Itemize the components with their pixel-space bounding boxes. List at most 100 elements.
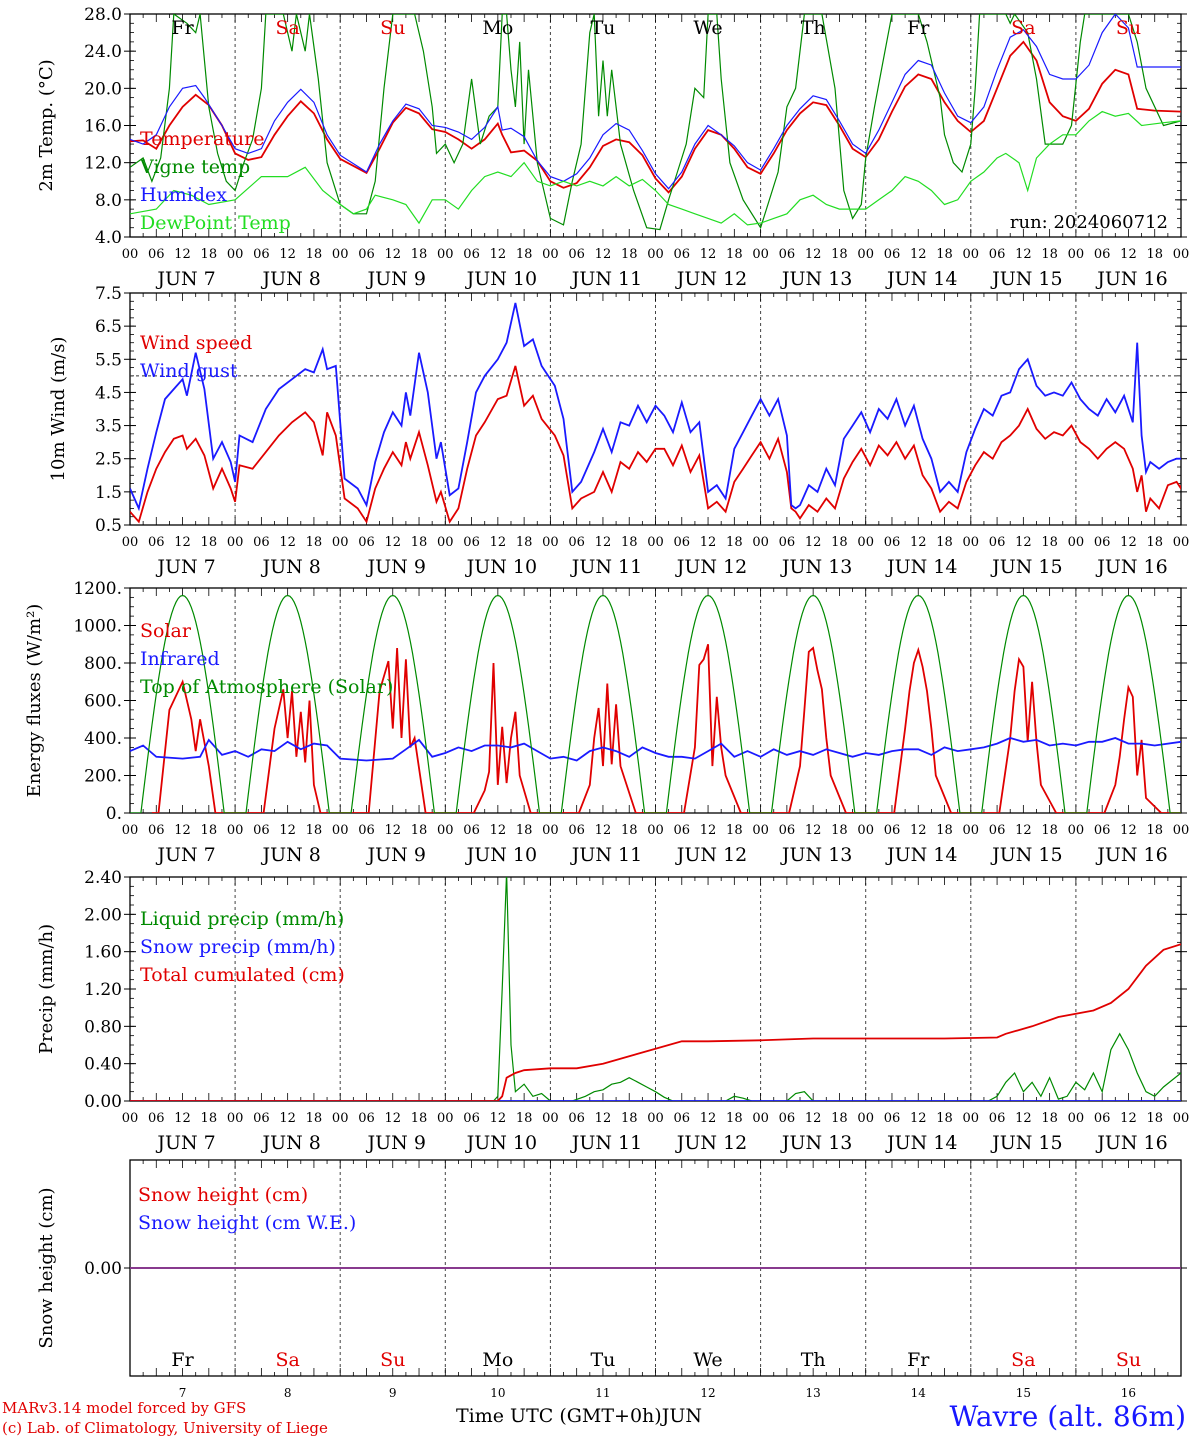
hour-tick-label: 12 xyxy=(910,1111,927,1126)
hour-tick-label: 06 xyxy=(148,247,165,262)
hour-tick-label: 18 xyxy=(1041,1111,1058,1126)
hour-tick-label: 00 xyxy=(437,535,454,550)
hour-tick-label: 00 xyxy=(437,247,454,262)
hour-tick-label: 18 xyxy=(936,823,953,838)
hour-tick-label: 18 xyxy=(306,823,323,838)
hour-tick-label: 06 xyxy=(253,535,270,550)
series-vigne-temp xyxy=(130,14,1181,231)
y-tick-label: 800. xyxy=(84,654,122,674)
hour-tick-label: 12 xyxy=(490,247,507,262)
hour-tick-label: 18 xyxy=(516,1111,533,1126)
hour-tick-label: 06 xyxy=(674,1111,691,1126)
date-label: JUN 8 xyxy=(260,844,320,866)
hour-tick-label: 06 xyxy=(568,1111,585,1126)
y-tick-label: 24.0 xyxy=(84,42,122,62)
hour-tick-label: 12 xyxy=(384,1111,401,1126)
hour-tick-label: 12 xyxy=(910,823,927,838)
date-label: JUN 15 xyxy=(990,268,1062,290)
hour-tick-label: 06 xyxy=(148,1111,165,1126)
hour-tick-label: 18 xyxy=(1146,535,1163,550)
lab-credit: (c) Lab. of Climatology, University of L… xyxy=(2,1419,328,1437)
weekday-label: Th xyxy=(801,17,826,39)
hour-tick-label: 12 xyxy=(595,247,612,262)
day-number-label: 12 xyxy=(700,1386,715,1400)
date-label: JUN 8 xyxy=(260,1132,320,1154)
hour-tick-label: 06 xyxy=(568,535,585,550)
weekday-label: Sa xyxy=(1011,17,1035,39)
y-tick-label: 16.0 xyxy=(84,117,122,137)
date-label: JUN 16 xyxy=(1095,844,1167,866)
hour-tick-label: 18 xyxy=(201,535,218,550)
y-tick-label: 1.20 xyxy=(84,980,122,1000)
y-tick-label: 0.40 xyxy=(84,1055,122,1075)
date-label: JUN 9 xyxy=(366,556,426,578)
hour-tick-label: 00 xyxy=(542,1111,559,1126)
y-tick-label: 2.00 xyxy=(84,905,122,925)
x-axis-title: Time UTC (GMT+0h)JUN xyxy=(456,1405,702,1427)
date-label: JUN 14 xyxy=(885,1132,957,1154)
hour-tick-label: 06 xyxy=(989,823,1006,838)
y-tick-label: 28.0 xyxy=(84,5,122,25)
hour-tick-label: 12 xyxy=(384,247,401,262)
hour-tick-label: 06 xyxy=(1094,535,1111,550)
y-tick-label: 3.5 xyxy=(95,417,122,437)
hour-tick-label: 12 xyxy=(910,247,927,262)
hour-tick-label: 18 xyxy=(726,823,743,838)
hour-tick-label: 00 xyxy=(1173,1111,1190,1126)
hour-tick-label: 06 xyxy=(779,247,796,262)
legend-entry: Humidex xyxy=(140,184,227,206)
y-tick-label: 200. xyxy=(84,767,122,787)
date-label: JUN 13 xyxy=(780,844,852,866)
hour-tick-label: 00 xyxy=(752,1111,769,1126)
weekday-label: We xyxy=(693,17,722,39)
hour-tick-label: 12 xyxy=(1015,823,1032,838)
hour-tick-label: 18 xyxy=(411,823,428,838)
weekday-label: Tu xyxy=(590,17,615,39)
hour-tick-label: 00 xyxy=(752,247,769,262)
y-tick-label: 0.00 xyxy=(84,1092,122,1112)
hour-tick-label: 00 xyxy=(857,823,874,838)
hour-tick-label: 00 xyxy=(122,1111,139,1126)
hour-tick-label: 12 xyxy=(805,535,822,550)
hour-tick-label: 12 xyxy=(279,1111,296,1126)
weekday-label: Su xyxy=(380,1349,405,1371)
hour-tick-label: 00 xyxy=(647,1111,664,1126)
day-number-label: 16 xyxy=(1121,1386,1136,1400)
hour-tick-label: 12 xyxy=(279,535,296,550)
hour-tick-label: 00 xyxy=(963,823,980,838)
hour-tick-label: 00 xyxy=(1173,823,1190,838)
hour-tick-label: 18 xyxy=(621,247,638,262)
hour-tick-label: 06 xyxy=(779,535,796,550)
series-humidex xyxy=(130,14,1181,190)
hour-tick-label: 18 xyxy=(306,1111,323,1126)
y-tick-label: 12.0 xyxy=(84,154,122,174)
hour-tick-label: 18 xyxy=(621,535,638,550)
weekday-label: Mo xyxy=(482,1349,513,1371)
weekday-label: Fr xyxy=(907,1349,930,1371)
legend-entry: Total cumulated (cm) xyxy=(140,964,345,986)
legend-entry: DewPoint Temp xyxy=(140,212,291,234)
day-number-label: 15 xyxy=(1016,1386,1031,1400)
hour-tick-label: 12 xyxy=(1120,247,1137,262)
hour-tick-label: 06 xyxy=(148,535,165,550)
hour-tick-label: 06 xyxy=(568,823,585,838)
hour-tick-label: 18 xyxy=(1041,247,1058,262)
series-wind-speed xyxy=(130,365,1181,524)
series-group xyxy=(130,594,1181,813)
y-tick-label: 20.0 xyxy=(84,79,122,99)
hour-tick-label: 00 xyxy=(332,535,349,550)
model-credit: MARv3.14 model forced by GFS xyxy=(2,1399,247,1417)
y-tick-label: 1.5 xyxy=(95,483,122,503)
hour-tick-label: 06 xyxy=(779,823,796,838)
series-liquid-precip-mm-h- xyxy=(130,877,1181,1101)
hour-tick-label: 00 xyxy=(752,823,769,838)
date-label: JUN 13 xyxy=(780,268,852,290)
date-label: JUN 7 xyxy=(155,844,215,866)
date-label: JUN 12 xyxy=(675,1132,747,1154)
legend-entry: Wind speed xyxy=(140,332,252,354)
hour-tick-label: 00 xyxy=(227,247,244,262)
hour-tick-label: 18 xyxy=(411,247,428,262)
hour-tick-label: 12 xyxy=(1120,535,1137,550)
date-label: JUN 13 xyxy=(780,556,852,578)
weekday-label: Su xyxy=(1116,1349,1141,1371)
